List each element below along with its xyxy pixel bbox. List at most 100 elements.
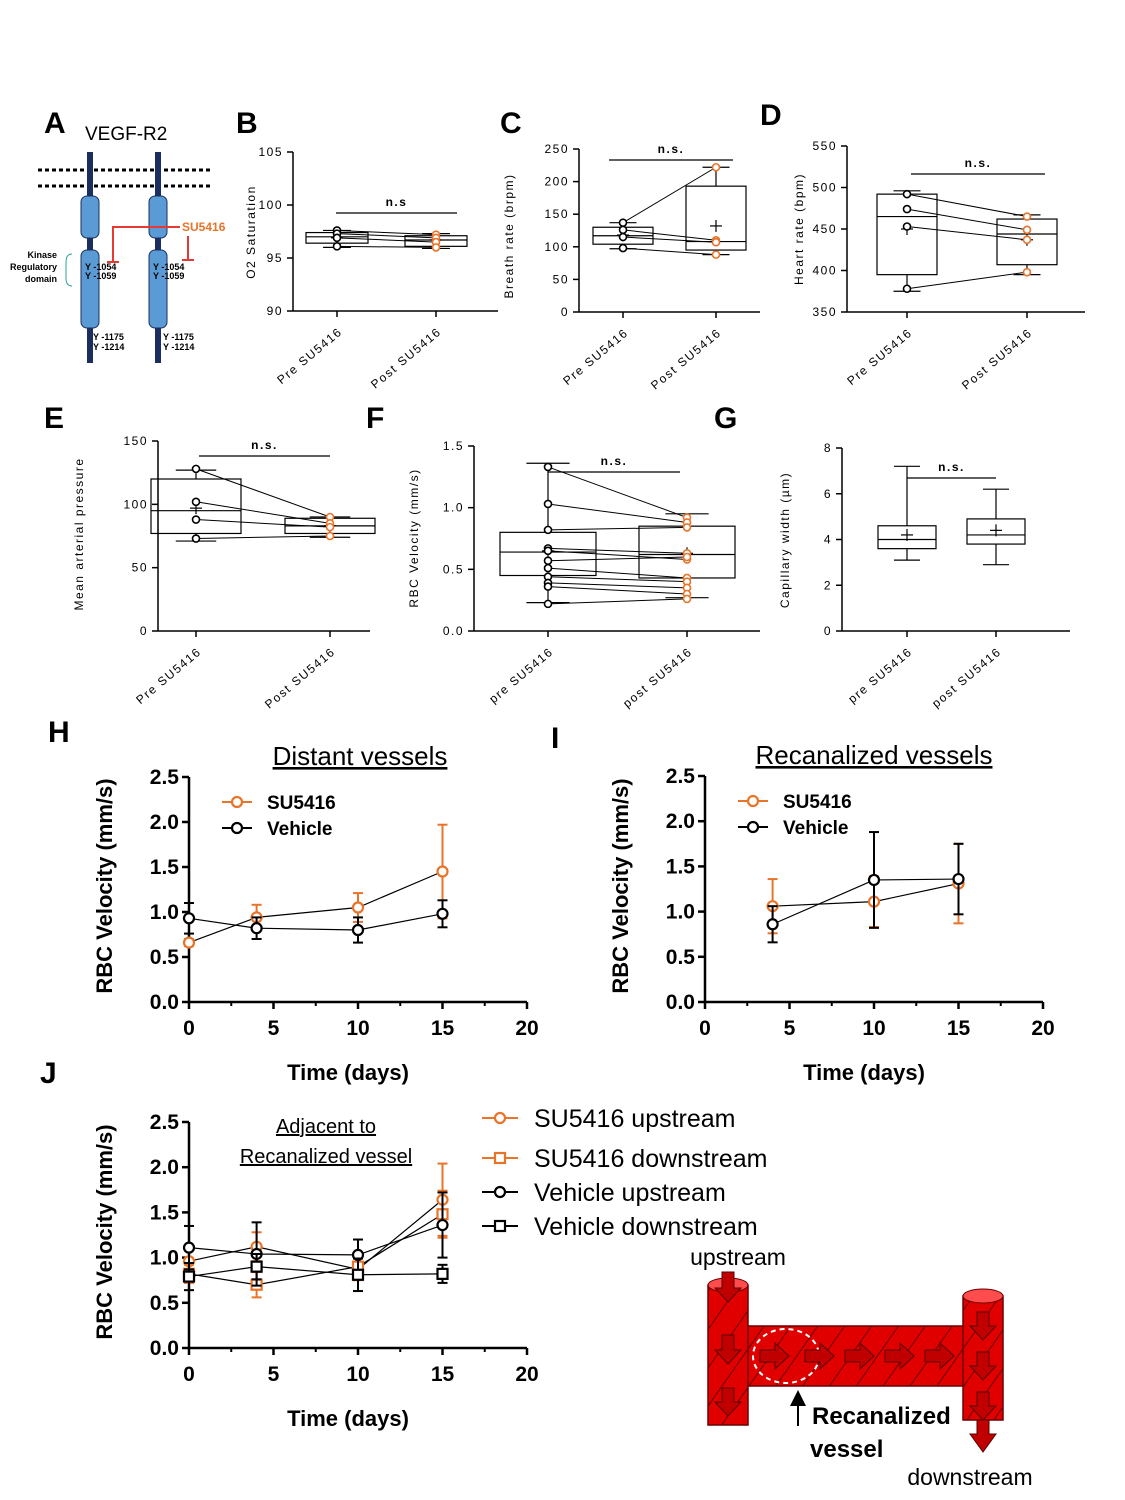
data-point [682, 594, 692, 604]
y-tick-label: 150 [123, 434, 148, 448]
chart-d-heart-rate: 350 400 450 500 550 Heart rate (bpm) Pre SU541… [792, 139, 1085, 392]
paired-line [906, 193, 1028, 218]
series-line [772, 882, 959, 907]
y-tick-label: 450 [812, 222, 837, 236]
site-r2-1214: Y -1214 [163, 342, 194, 352]
y-axis-label: Breath rate (brpm) [502, 173, 516, 298]
paired-line [547, 466, 688, 519]
data-point-circle [351, 901, 365, 914]
legend-marker [230, 821, 244, 835]
legend-label: SU5416 upstream [534, 1105, 736, 1133]
data-point [618, 232, 628, 242]
y-tick-label: 50 [132, 561, 148, 575]
x-category-label: Post SU5416 [368, 325, 444, 392]
y-tick-label: 2.5 [150, 1111, 180, 1134]
y-tick-label: 0.5 [150, 1292, 180, 1315]
series-line [188, 913, 443, 931]
paired-line [336, 229, 437, 236]
data-point-circle [182, 1241, 196, 1254]
data-point [543, 582, 553, 591]
x-tick-label: 5 [268, 1363, 280, 1386]
panel-label-g: G [714, 402, 737, 435]
flow-arrow-1 [759, 1341, 790, 1371]
series-line [188, 1224, 443, 1256]
paired-line [547, 526, 688, 531]
flow-arrow-down-1 [968, 1311, 998, 1341]
data-point [325, 522, 335, 532]
legend-label: Vehicle [783, 818, 849, 839]
x-category-label: Post SU5416 [959, 326, 1035, 393]
data-point [543, 563, 553, 573]
y-tick-label: 1.5 [150, 1201, 180, 1224]
domain-label-1: Kinase [27, 250, 57, 260]
chart-title: Recanalized vessels [755, 740, 992, 770]
paired-line [547, 503, 688, 523]
paired-line [547, 586, 688, 595]
data-point [431, 243, 441, 252]
data-point [543, 525, 553, 535]
data-point [1022, 235, 1032, 245]
data-point [618, 243, 628, 253]
significance-label: n.s [386, 195, 408, 209]
y-tick-label: 0.5 [666, 946, 696, 969]
paired-line [906, 208, 1028, 231]
y-axis-label: O2 Saturation [244, 185, 258, 279]
data-point [1022, 212, 1032, 221]
legend-label: SU5416 [783, 792, 852, 813]
site-r1-1059: Y -1059 [85, 271, 116, 281]
flow-arrow-in [713, 1271, 743, 1303]
significance-label: n.s. [938, 460, 965, 474]
domain-bracket [65, 253, 73, 287]
y-axis-label: RBC Velocity (mm/s) [92, 778, 117, 993]
y-tick-label: 1.0 [150, 1247, 179, 1270]
flow-arrow-down-2 [968, 1351, 998, 1381]
paired-line [195, 468, 331, 518]
vessel-caption-line2: vessel [810, 1436, 883, 1463]
panel-label-j: J [40, 1057, 57, 1090]
x-tick-label: 20 [515, 1017, 538, 1040]
receptor-title: VEGF-R2 [85, 124, 167, 145]
paired-line [547, 567, 688, 579]
legend-marker [493, 1219, 507, 1233]
y-tick-label: 95 [267, 251, 283, 265]
data-point [543, 556, 553, 566]
series-line [188, 1199, 443, 1271]
x-category-label: post SU5416 [929, 645, 1004, 711]
data-point [543, 546, 553, 556]
flow-arrow-2 [804, 1341, 835, 1371]
data-point [332, 233, 342, 243]
y-tick-label: 150 [544, 207, 569, 221]
y-axis-label: Heart rate (bpm) [792, 173, 806, 285]
y-tick-label: 1.5 [443, 439, 464, 453]
data-point [682, 523, 692, 532]
domain-label-3: domain [25, 274, 57, 284]
data-point [1022, 225, 1032, 235]
y-axis-label: Mean arterial pressure [72, 457, 86, 610]
x-tick-label: 20 [515, 1363, 538, 1386]
paired-line [547, 576, 688, 583]
receptor-1-kinase [80, 249, 100, 329]
flow-arrow-3 [844, 1341, 875, 1371]
y-tick-label: 350 [812, 305, 837, 319]
y-tick-label: 100 [123, 497, 148, 511]
x-category-label: Pre SU5416 [274, 325, 345, 387]
y-tick-label: 1.5 [150, 856, 180, 879]
paired-line [547, 598, 688, 605]
legend-label: Vehicle [267, 819, 333, 840]
y-tick-label: 1.0 [443, 501, 464, 515]
x-tick-label: 20 [1031, 1017, 1054, 1040]
data-point [191, 534, 201, 543]
box-iqr [685, 185, 747, 251]
x-tick-label: 0 [699, 1017, 711, 1040]
box-iqr [150, 478, 242, 535]
significance-label: n.s. [658, 142, 685, 156]
x-tick-label: 15 [431, 1017, 455, 1040]
data-point [543, 599, 553, 609]
chart-g-capillary-width: 0 2 4 6 8 Capillary width (µm) pre SU5416 post … [778, 441, 1070, 711]
x-tick-label: 10 [346, 1363, 369, 1386]
chart-j-adjacent-vessels: 0.0 0.5 1.0 1.5 2.0 2.5 0 5 10 15 20 RBC Velocity (… [92, 1105, 767, 1431]
legend-marker [493, 1185, 507, 1199]
site-r2-1054: Y -1054 [153, 262, 184, 272]
y-tick-label: 2.5 [666, 765, 696, 788]
